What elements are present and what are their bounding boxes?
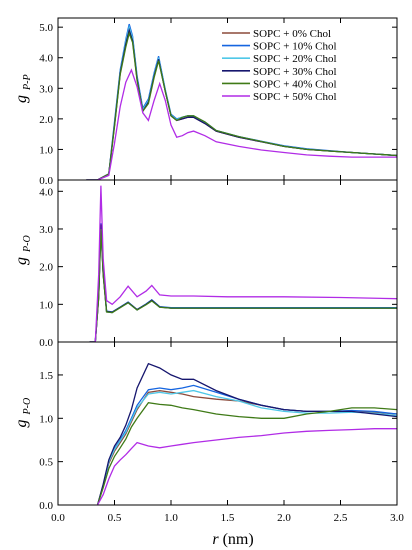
x-tick-label: 0.0 [51,512,65,524]
x-axis-label-symbol: r [212,531,222,548]
y-axis-label-subscript: P-P [22,74,33,91]
legend-label: SOPC + 10% Chol [253,41,337,53]
x-tick-labels: 0.0 0.5 1.0 1.5 2.0 2.5 3.0 [51,512,404,524]
legend-label: SOPC + 20% Chol [253,53,337,65]
legend-label: SOPC + 40% Chol [253,78,337,90]
panel-2: 0.0 1.0 2.0 3.0 4.0 g P-O [13,179,398,349]
y-axis-label: g [13,95,30,103]
series-line-5 [86,31,397,180]
y-tick-label: 4.0 [39,53,53,65]
series-line-6 [86,68,397,180]
series-line-3 [89,227,397,342]
y-tick-label: 4.0 [39,186,53,198]
y-tick-label: 2.0 [39,114,53,126]
y-tick-label: 0.0 [39,175,53,187]
x-tick-label: 0.5 [108,512,122,524]
panel-1: 0.0 1.0 2.0 3.0 4.0 5.0 g P-P [13,17,398,187]
y-tick-label: 1.0 [39,413,53,425]
series-line-5 [96,401,397,505]
plot-frame [57,17,398,181]
y-tick-label: 0.5 [39,457,53,469]
y-axis-label: g [13,420,30,428]
legend-label: SOPC + 30% Chol [253,66,337,78]
panel-3: 0.0 0.5 1.0 1.5 g P-O [13,341,398,512]
y-axis-label: g [13,257,30,265]
y-axis-label-subscript: P-O [22,235,33,253]
legend-label: SOPC + 50% Chol [253,91,337,103]
x-tick-label: 1.5 [221,512,235,524]
y-tick-label: 2.0 [39,262,53,274]
series-line-6 [89,185,397,342]
y-tick-label: 5.0 [39,22,53,34]
y-tick-label: 0.0 [39,337,53,349]
series-line-4 [89,224,397,342]
y-tick-label: 3.0 [39,224,53,236]
x-tick-label: 2.5 [334,512,348,524]
y-tick-label: 0.0 [39,500,53,512]
x-tick-label: 3.0 [390,512,404,524]
series-line-4 [96,362,397,505]
series-line-6 [96,428,397,505]
plot-frame [57,179,398,343]
y-tick-label: 1.0 [39,299,53,311]
x-axis-label: r (nm) [212,531,253,548]
y-axis-label-subscript: P-O [22,398,33,416]
series-line-1 [89,225,397,342]
y-tick-label: 1.5 [39,370,53,382]
panels-group: 0.0 1.0 2.0 3.0 4.0 5.0 g P-P 0.0 1.0 2.0 3.0 4.0 g P-… [13,17,404,524]
y-tick-label: 3.0 [39,83,53,95]
legend-label: SOPC + 0% Chol [253,28,331,40]
x-axis-label-unit: (nm) [223,531,254,548]
series-line-2 [89,223,397,342]
y-tick-label: 1.0 [39,144,53,156]
x-tick-label: 1.0 [164,512,178,524]
x-tick-label: 2.0 [277,512,291,524]
series-line-5 [89,228,397,342]
